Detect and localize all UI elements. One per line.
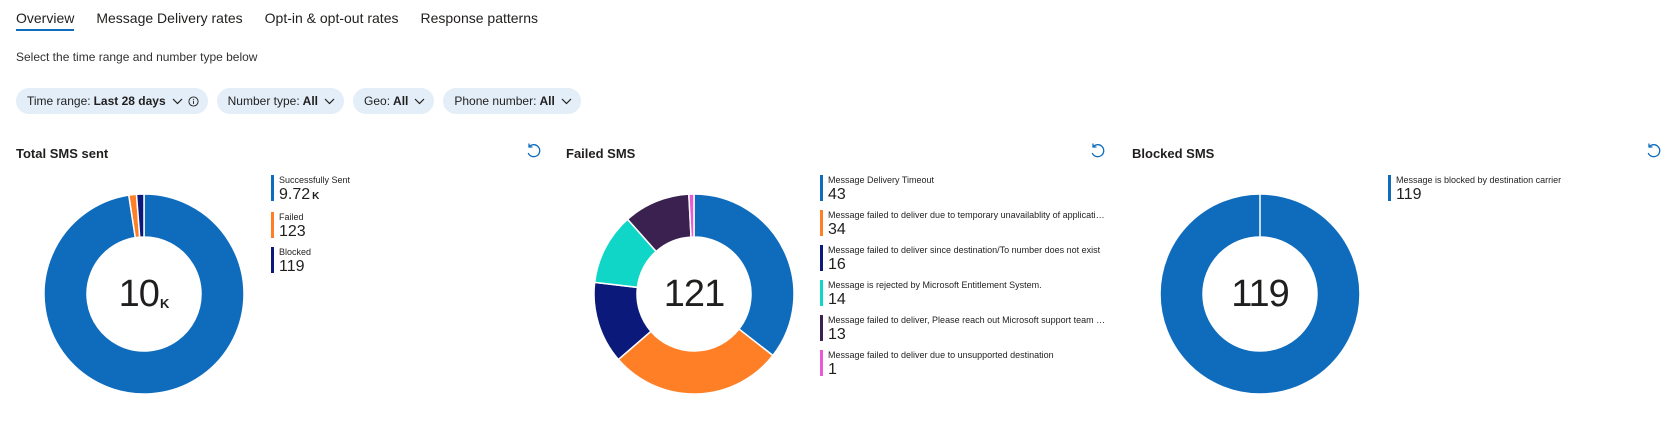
tab-message-delivery-rates[interactable]: Message Delivery rates <box>96 10 243 26</box>
refresh-icon[interactable] <box>1088 142 1106 160</box>
panel-title: Total SMS sent <box>16 146 109 161</box>
legend-item[interactable]: Message is blocked by destination carrie… <box>1388 175 1648 203</box>
legend-label: Message Delivery Timeout <box>828 175 935 185</box>
number-type-filter[interactable]: Number type: All <box>216 88 345 114</box>
legend-value: 34 <box>828 221 1106 238</box>
info-icon[interactable] <box>188 95 199 107</box>
chevron-down-icon <box>561 98 572 104</box>
tab-bar: Overview Message Delivery rates Opt-in &… <box>16 0 560 36</box>
legend-label: Message is rejected by Microsoft Entitle… <box>828 280 1042 290</box>
legend-value: 43 <box>828 186 1106 203</box>
legend-item[interactable]: Message failed to deliver due to tempora… <box>820 210 1106 238</box>
donut-center-value: 119 <box>1231 272 1290 315</box>
tab-opt-in-opt-out-rates[interactable]: Opt-in & opt-out rates <box>264 10 399 26</box>
legend-item[interactable]: Successfully Sent 9.72 K <box>271 175 491 205</box>
geo-filter-key: Geo: <box>364 94 391 108</box>
time-range-filter-key: Time range: <box>27 94 91 108</box>
legend-label: Message failed to deliver due to unsuppo… <box>828 350 1054 360</box>
geo-filter[interactable]: Geo: All <box>353 88 435 114</box>
failed-sms-panel: Failed SMS 121 Message Delivery Timeout 4… <box>566 140 1106 410</box>
chevron-down-icon <box>324 98 335 104</box>
legend-item[interactable]: Message is rejected by Microsoft Entitle… <box>820 280 1106 308</box>
chart-legend: Message is blocked by destination carrie… <box>1388 175 1648 210</box>
donut-slice[interactable] <box>693 193 795 357</box>
legend-value-number: 119 <box>1396 186 1422 203</box>
tab-response-patterns[interactable]: Response patterns <box>420 10 539 26</box>
legend-value-number: 13 <box>828 326 846 343</box>
donut-slice[interactable] <box>688 193 695 238</box>
chart-legend: Message Delivery Timeout 43 Message failed… <box>820 175 1106 385</box>
blocked-sms-donut-chart: 119 <box>1152 186 1368 402</box>
tab-overview[interactable]: Overview <box>16 0 75 31</box>
legend-label: Message failed to deliver, Please reach … <box>828 315 1106 325</box>
legend-color-swatch <box>271 212 274 238</box>
legend-value: 16 <box>828 256 1106 273</box>
filter-bar: Time range: Last 28 days Number type: Al… <box>16 88 581 114</box>
failed-sms-donut-chart: 121 <box>586 186 802 402</box>
legend-color-swatch <box>820 245 823 271</box>
donut-center-value: 121 <box>663 272 725 315</box>
legend-value: 14 <box>828 291 1106 308</box>
phone-number-filter-key: Phone number: <box>454 94 537 108</box>
legend-color-swatch <box>271 175 274 201</box>
legend-label: Failed <box>279 212 304 222</box>
legend-value: 9.72 K <box>279 186 491 205</box>
time-range-filter[interactable]: Time range: Last 28 days <box>16 88 208 114</box>
legend-value-number: 119 <box>279 258 305 275</box>
legend-value-number: 1 <box>828 361 837 378</box>
donut-slice[interactable] <box>617 327 774 395</box>
donut-slice[interactable] <box>135 193 145 238</box>
time-range-filter-value: Last 28 days <box>93 94 166 108</box>
legend-color-swatch <box>271 247 274 273</box>
panel-title: Blocked SMS <box>1132 146 1215 161</box>
donut-slice[interactable] <box>43 193 245 395</box>
legend-color-swatch <box>820 350 823 376</box>
refresh-icon[interactable] <box>524 142 542 160</box>
total-sms-donut-chart: 10 K <box>36 186 252 402</box>
legend-color-swatch <box>820 280 823 306</box>
legend-value: 119 <box>1396 186 1648 203</box>
legend-value: 1 <box>828 361 1106 378</box>
legend-label: Message failed to deliver since destinat… <box>828 245 1101 255</box>
legend-item[interactable]: Message Delivery Timeout 43 <box>820 175 1106 203</box>
legend-value-number: 16 <box>828 256 846 273</box>
blocked-sms-panel: Blocked SMS 119 Message is blocked by de… <box>1132 140 1662 410</box>
donut-slice[interactable] <box>1159 193 1361 395</box>
legend-item[interactable]: Message failed to deliver, Please reach … <box>820 315 1106 343</box>
legend-value: 123 <box>279 223 491 240</box>
filter-instructions: Select the time range and number type be… <box>16 50 258 64</box>
legend-value-number: 9.72 <box>279 186 311 203</box>
legend-item[interactable]: Blocked 119 <box>271 247 491 275</box>
phone-number-filter[interactable]: Phone number: All <box>443 88 581 114</box>
legend-color-swatch <box>1388 175 1391 201</box>
legend-label: Blocked <box>279 247 312 257</box>
legend-value-number: 123 <box>279 223 306 240</box>
geo-filter-value: All <box>393 94 409 108</box>
legend-value-number: 34 <box>828 221 846 238</box>
legend-value-unit: K <box>312 191 320 202</box>
chart-legend: Successfully Sent 9.72 K Failed 123 Blocked 11… <box>271 175 491 282</box>
total-sms-panel: Total SMS sent 10 K Successfully Sent 9.72… <box>16 140 541 410</box>
legend-item[interactable]: Message failed to deliver since destinat… <box>820 245 1106 273</box>
legend-label: Message failed to deliver due to tempora… <box>828 210 1106 220</box>
legend-value: 119 <box>279 258 491 275</box>
legend-color-swatch <box>820 175 823 201</box>
legend-color-swatch <box>820 315 823 341</box>
number-type-filter-key: Number type: <box>227 94 300 108</box>
legend-value-number: 43 <box>828 186 846 203</box>
legend-item[interactable]: Failed 123 <box>271 212 491 240</box>
legend-value-number: 14 <box>828 291 846 308</box>
legend-label: Message is blocked by destination carrie… <box>1396 175 1562 185</box>
legend-value: 13 <box>828 326 1106 343</box>
donut-center-value: 10 K <box>118 272 170 315</box>
chevron-down-icon <box>414 98 425 104</box>
phone-number-filter-value: All <box>539 94 555 108</box>
legend-item[interactable]: Message failed to deliver due to unsuppo… <box>820 350 1106 378</box>
refresh-icon[interactable] <box>1644 142 1662 160</box>
legend-label: Successfully Sent <box>279 175 351 185</box>
chevron-down-icon <box>172 98 183 104</box>
legend-color-swatch <box>820 210 823 236</box>
panel-title: Failed SMS <box>566 146 636 161</box>
number-type-filter-value: All <box>302 94 319 108</box>
